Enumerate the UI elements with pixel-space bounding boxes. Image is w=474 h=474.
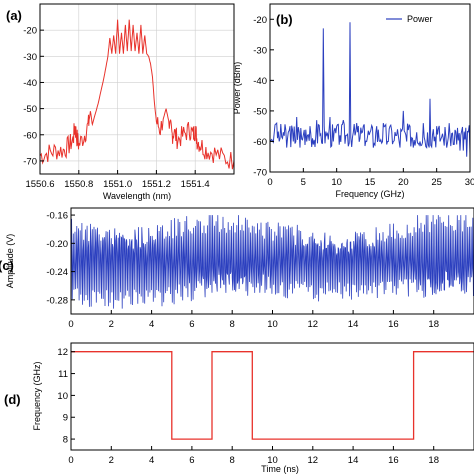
panel-c-ytick-label: -0.28 [46, 295, 68, 306]
panel-a-xtick-label: 1551.2 [142, 179, 171, 190]
panel-b-ytick-label: -70 [253, 168, 267, 179]
panel-b-xlabel: Frequency (GHz) [335, 189, 404, 199]
panel-b-xtick-label: 25 [431, 177, 442, 188]
panel-b-xtick-label: 15 [365, 177, 376, 188]
panel-d-xtick-label: 4 [149, 455, 154, 466]
panel-d-frequency-line [71, 351, 474, 440]
panel-b-ytick-label: -60 [253, 137, 267, 148]
panel-c-ytick-label: -0.24 [46, 267, 68, 278]
panel-a-ytick-label: -40 [23, 78, 37, 89]
panel-b: 0 5 10 15 20 25 30 -70 -60 -50 -40 -30 -20 (b) Power… [232, 3, 474, 199]
panel-d-ytick-label: 9 [63, 413, 68, 424]
panel-c-xtick-label: 14 [348, 319, 359, 330]
panel-a-ytick-label: -50 [23, 104, 37, 115]
panel-a-frame [39, 3, 235, 175]
panel-b-ylabel: Power (dBm) [232, 62, 242, 115]
panel-a: 1550.6 1550.8 1551.0 1551.2 1551.4 -70 -60 -50 -… [6, 3, 235, 201]
panel-c-xtick-label: 6 [189, 319, 194, 330]
panel-a-ytick-label: -60 [23, 130, 37, 141]
panel-c-label: (c) [0, 258, 14, 273]
panel-b-xtick-label: 10 [331, 177, 342, 188]
panel-b-ytick-label: -40 [253, 76, 267, 87]
panel-d-ytick-label: 11 [58, 369, 68, 380]
panel-b-legend-label: Power [407, 14, 433, 24]
panel-d: 0 2 4 6 8 10 12 14 16 18 8 9 10 11 12 (d) Frequency (G… [4, 342, 474, 474]
panel-d-xtick-label: 14 [348, 455, 359, 466]
panel-b-ytick-label: -50 [253, 106, 267, 117]
panel-d-ytick-label: 8 [63, 435, 68, 446]
panel-a-ytick-label: -20 [23, 26, 37, 37]
panel-d-ytick-label: 10 [57, 391, 68, 402]
panel-b-xtick-label: 30 [465, 177, 474, 188]
panel-a-ytick-label: -70 [23, 156, 37, 167]
panel-c-xtick-label: 16 [388, 319, 399, 330]
panel-a-xtick-label: 1551.0 [103, 179, 132, 190]
panel-c-xtick-label: 18 [428, 319, 439, 330]
panel-b-label: (b) [276, 12, 293, 27]
panel-b-xtick-label: 20 [398, 177, 409, 188]
panel-c-xtick-label: 0 [68, 319, 73, 330]
panel-c-ytick-label: -0.16 [46, 211, 68, 222]
panel-d-xtick-label: 8 [230, 455, 235, 466]
panel-d-ylabel: Frequency (GHz) [32, 361, 42, 430]
panel-c-xtick-label: 10 [267, 319, 278, 330]
panel-b-xtick-label: 0 [267, 177, 272, 188]
panel-d-xlabel: Time (ns) [261, 464, 299, 474]
panel-d-label: (d) [4, 392, 21, 407]
panel-a-ytick-label: -30 [23, 52, 37, 63]
panel-d-xtick-label: 16 [388, 455, 399, 466]
panel-c-ylabel: Amplitude (V) [5, 234, 15, 289]
panel-d-xtick-label: 18 [428, 455, 439, 466]
panel-c-xtick-label: 8 [230, 319, 235, 330]
panel-d-xtick-label: 10 [267, 455, 278, 466]
panel-c-xtick-label: 4 [149, 319, 154, 330]
panel-d-ytick-label: 12 [57, 347, 68, 358]
panel-c-xtick-label: 12 [308, 319, 319, 330]
panel-a-xlabel: Wavelength (nm) [103, 191, 171, 201]
panel-d-xtick-label: 0 [68, 455, 73, 466]
panel-d-xtick-label: 12 [308, 455, 319, 466]
panel-a-spectrum-line [39, 19, 235, 170]
panel-b-ytick-label: -20 [253, 15, 267, 26]
panel-d-xtick-label: 2 [109, 455, 114, 466]
panel-d-xtick-label: 6 [189, 455, 194, 466]
panel-a-xtick-label: 1550.8 [64, 179, 93, 190]
panel-a-xtick-label: 1551.4 [181, 179, 210, 190]
panel-c-waveform [70, 215, 474, 309]
panel-c-ytick-label: -0.20 [46, 239, 68, 250]
panel-a-label: (a) [6, 8, 22, 23]
panel-b-spectrum-line [269, 22, 471, 157]
panel-b-ytick-label: -30 [253, 45, 267, 56]
panel-b-xtick-label: 5 [301, 177, 306, 188]
panel-a-xtick-label: 1550.6 [25, 179, 54, 190]
panel-c-xtick-label: 2 [109, 319, 114, 330]
